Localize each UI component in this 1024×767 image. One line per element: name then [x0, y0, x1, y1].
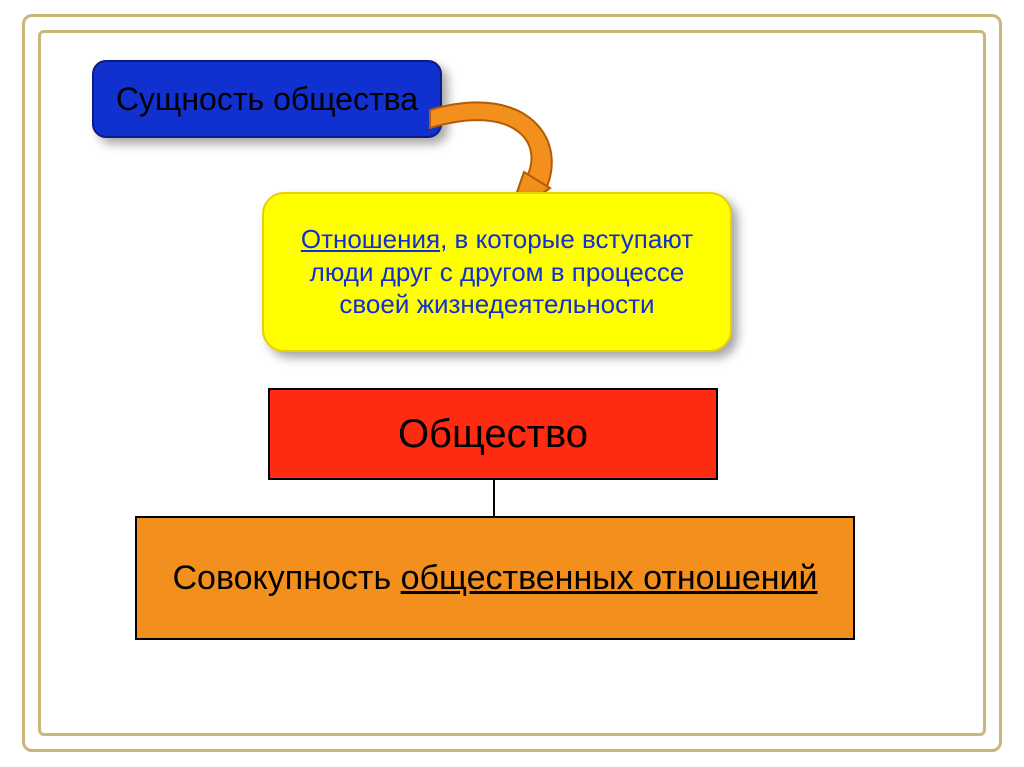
relations-box: Отношения, в которые вступают люди друг … [262, 192, 732, 352]
society-text: Общество [398, 409, 588, 459]
title-text: Сущность общества [116, 79, 418, 119]
aggregate-box: Совокупность общественных отношений [135, 516, 855, 640]
aggregate-underlined: общественных отношений [401, 559, 818, 597]
society-box: Общество [268, 388, 718, 480]
aggregate-text: Совокупность общественных отношений [173, 557, 818, 600]
relations-emph: Отношения [301, 224, 440, 254]
aggregate-plain: Совокупность [173, 559, 401, 597]
connector-line [493, 480, 495, 516]
relations-text: Отношения, в которые вступают люди друг … [288, 223, 706, 321]
